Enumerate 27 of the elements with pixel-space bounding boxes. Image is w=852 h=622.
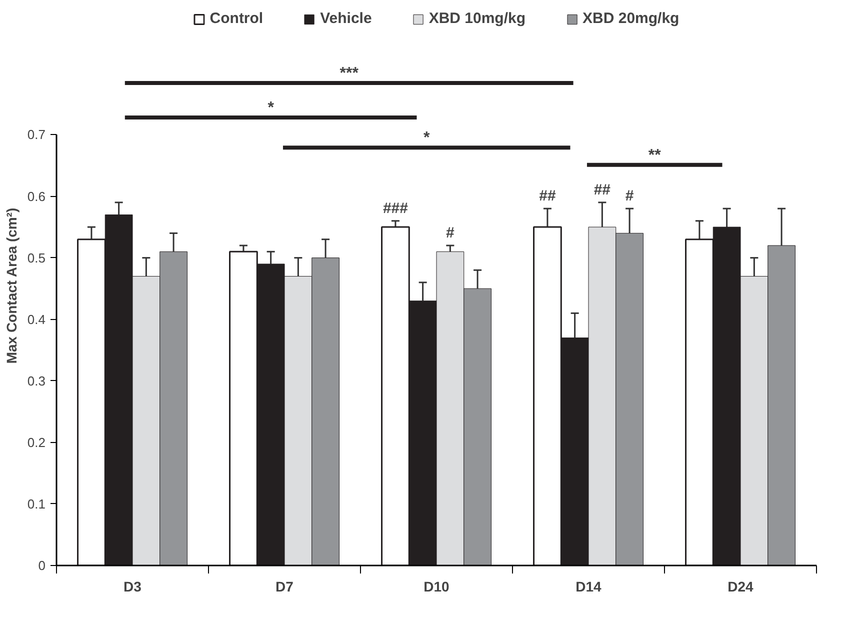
annotation: # <box>446 224 456 242</box>
x-tick-label: D24 <box>728 578 754 594</box>
legend-label: XBD 20mg/kg <box>582 10 680 27</box>
y-tick-label: 0.2 <box>27 434 46 450</box>
legend-label: Vehicle <box>320 10 372 27</box>
x-tick-label: D14 <box>576 578 602 594</box>
y-tick-label: 0.6 <box>27 188 46 204</box>
y-tick-label: 0.3 <box>27 373 46 388</box>
legend-label: Control <box>210 10 264 27</box>
annotation: ### <box>382 200 409 217</box>
x-tick-label: D10 <box>424 578 450 594</box>
text: * <box>268 100 275 116</box>
x-tick-label: D3 <box>124 578 142 594</box>
annotation: * <box>424 130 431 147</box>
y-tick-label: 0 <box>38 558 46 573</box>
y-tick-label: 0.1 <box>27 496 46 512</box>
legend-label: XBD 10mg/kg <box>428 10 526 27</box>
x-tick-label: D7 <box>276 578 294 594</box>
annotation: ## <box>594 181 612 198</box>
y-tick-label: 0.7 <box>27 127 46 142</box>
y-tick-label: 0.5 <box>27 250 46 266</box>
annotation: ## <box>539 188 556 205</box>
y-tick-label: 0.4 <box>27 312 46 327</box>
annotation: # <box>625 188 634 205</box>
text: *** <box>340 65 360 82</box>
annotation: ** <box>648 146 662 164</box>
y-axis-title: Max Contact Area (cm²) <box>3 208 20 364</box>
